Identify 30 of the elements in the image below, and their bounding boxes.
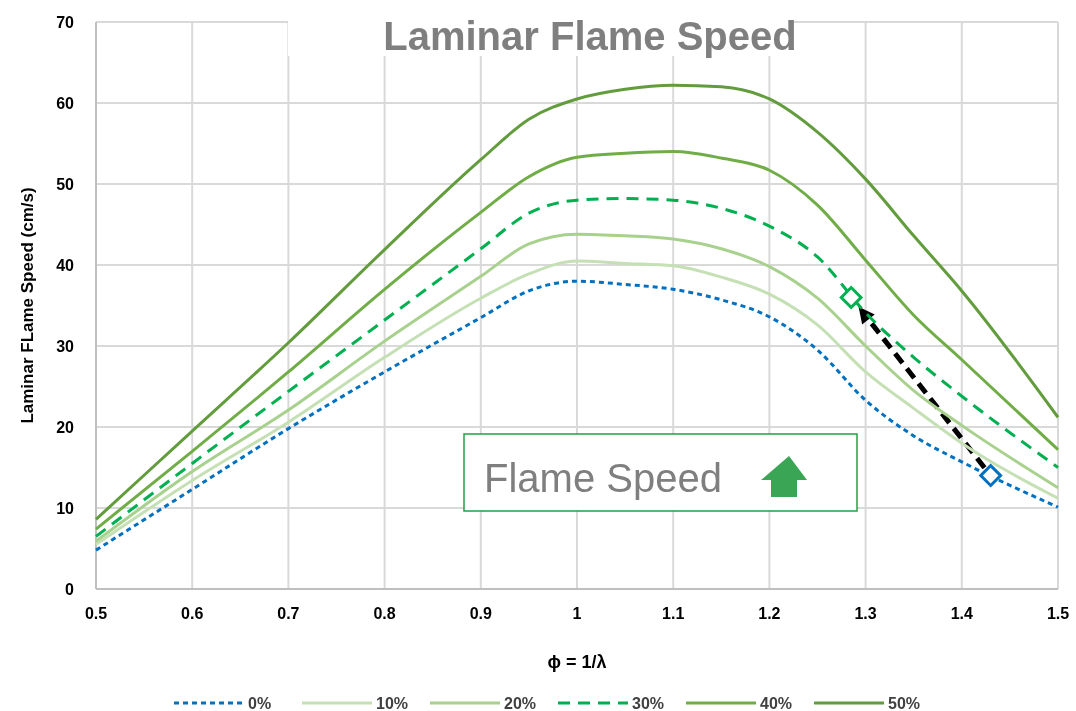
x-tick-label: 0.5	[84, 605, 108, 622]
y-tick-label: 10	[56, 500, 75, 517]
y-tick-label: 60	[56, 95, 75, 112]
x-tick-label: 0.7	[277, 605, 300, 622]
x-tick-label: 1	[572, 605, 582, 622]
legend-label: 20%	[504, 695, 537, 711]
x-axis-title: ϕ = 1/λ	[547, 652, 607, 672]
x-tick-label: 1.1	[662, 605, 685, 622]
legend-label: 50%	[888, 695, 921, 711]
x-tick-label: 1.4	[950, 605, 974, 622]
legend-label: 0%	[248, 695, 272, 711]
y-tick-label: 40	[56, 257, 75, 274]
y-axis-title: Laminar FLame Speed (cm/s)	[18, 187, 37, 424]
line-series	[94, 83, 1060, 521]
x-tick-label: 0.8	[373, 605, 396, 622]
y-tick-label: 70	[56, 14, 75, 31]
x-tick-label: 1.3	[854, 605, 877, 622]
y-tick-label: 20	[56, 419, 75, 436]
legend-label: 40%	[760, 695, 793, 711]
x-tick-label: 1.2	[758, 605, 781, 622]
y-tick-label: 50	[56, 176, 75, 193]
y-tick-label: 30	[56, 338, 75, 355]
x-tick-label: 1.5	[1046, 605, 1070, 622]
annotation: Flame Speed	[484, 456, 722, 500]
y-tick-label: 0	[65, 581, 75, 598]
x-tick-label: 0.9	[469, 605, 493, 622]
x-tick-label: 0.6	[181, 605, 204, 622]
legend-label: 30%	[632, 695, 665, 711]
chart-title: Laminar Flame Speed	[383, 14, 797, 58]
legend-label: 10%	[376, 695, 409, 711]
